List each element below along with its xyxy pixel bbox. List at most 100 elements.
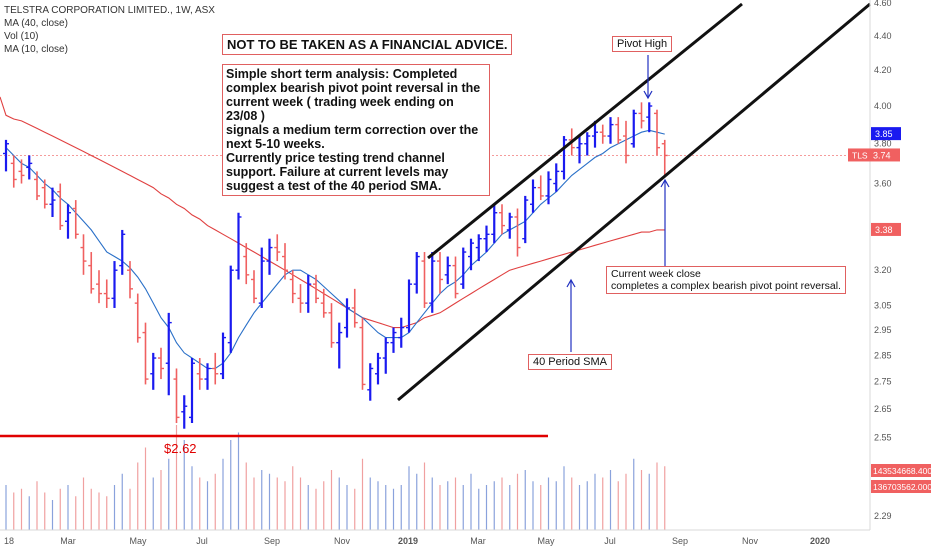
y-tick-label: 4.60 (874, 0, 892, 8)
price-bar-down (134, 293, 141, 343)
price-bar-down (103, 279, 110, 308)
legend-ma10[interactable]: MA (10, close) (4, 44, 68, 55)
drawings: $2.62 (0, 2, 871, 456)
price-bar-down (615, 117, 622, 144)
tag-text: 3.38 (875, 225, 893, 235)
ma10-line (5, 129, 665, 370)
price-bar-up (584, 132, 591, 156)
price-bar-up (266, 238, 273, 275)
price-bar-down (18, 159, 25, 184)
close-line-2: completes a complex bearish pivot point … (611, 280, 841, 292)
price-bar-down (212, 352, 219, 385)
tag-text: 3.74 (873, 150, 891, 160)
price-bar-up (181, 395, 188, 429)
price-bar-down (359, 317, 366, 390)
price-bar-up (483, 225, 490, 253)
current-close-label[interactable]: Current week close completes a complex b… (606, 266, 846, 294)
price-bar-up (444, 256, 451, 285)
x-tick-label: Sep (264, 536, 280, 546)
price-bar-up (305, 274, 312, 313)
price-bar-up (344, 298, 350, 338)
price-bar-up (65, 204, 71, 239)
price-bar-down (437, 252, 443, 294)
price-bar-down (80, 234, 87, 275)
sma-label[interactable]: 40 Period SMA (528, 354, 612, 370)
price-bar-down (57, 183, 64, 230)
ma40-line (0, 96, 665, 329)
price-bar-down (452, 256, 459, 299)
tag-text: 3.85 (875, 129, 893, 139)
price-bar-up (406, 279, 412, 333)
price-bar-up (336, 322, 343, 369)
analysis-note[interactable]: Simple short term analysis: Completed co… (222, 64, 490, 196)
x-tick-label: 2019 (398, 536, 418, 546)
price-bar-down (274, 234, 281, 262)
y-tick-label: 2.75 (874, 377, 892, 387)
price-bar-down (654, 109, 660, 156)
close-line-1: Current week close (611, 268, 701, 280)
x-tick-label: Mar (470, 536, 486, 546)
y-tick-label: 3.60 (874, 179, 892, 189)
price-bar-up (530, 179, 536, 213)
ma10-price-tag: 3.85 (871, 127, 901, 141)
price-bar-up (119, 229, 126, 275)
last-price-tag: TLS 3.74 (848, 148, 900, 162)
chart-legend: TELSTRA CORPORATION LIMITED., 1W, ASX MA… (4, 4, 215, 56)
tag-text: 143534668.400 (873, 466, 932, 476)
price-bar-down (72, 200, 79, 239)
price-bar-down (158, 347, 164, 380)
volume-tag-a: 143534668.400 (871, 464, 932, 477)
price-bar-up (475, 234, 482, 262)
x-tick-label: Jul (196, 536, 208, 546)
price-bar-up (227, 265, 234, 353)
y-tick-label: 2.95 (874, 325, 892, 335)
price-bar-up (522, 195, 529, 244)
price-bar-down (34, 171, 40, 201)
ma40-price-tag: 3.38 (871, 222, 901, 236)
close-arrow (660, 178, 670, 266)
tag-text: 136703562.000 (873, 482, 932, 492)
y-tick-label: 2.55 (874, 432, 892, 442)
price-bar-down (313, 274, 319, 304)
price-bar-up (382, 337, 389, 374)
price-bar-up (367, 363, 374, 401)
analysis-text-2: signals a medium term correction over th… (226, 123, 479, 151)
price-bar-up (545, 171, 552, 205)
y-tick-label: 4.20 (874, 65, 892, 75)
analysis-text-1: Simple short term analysis: Completed co… (226, 67, 481, 123)
tag-bg (871, 222, 901, 236)
price-bar-down (41, 179, 48, 209)
pivot-high-label[interactable]: Pivot High (612, 36, 673, 52)
tag-symbol: TLS (852, 150, 868, 160)
x-tick-label: May (129, 536, 147, 546)
price-bar-down (351, 288, 358, 328)
price-bar-down (243, 243, 250, 285)
disclaimer-note[interactable]: NOT TO BE TAKEN AS A FINANCIAL ADVICE. (222, 34, 513, 55)
x-tick-label: Nov (742, 536, 759, 546)
volume-pane (5, 425, 666, 530)
legend-ma40[interactable]: MA (40, close) (4, 18, 68, 29)
price-bar-down (196, 358, 203, 390)
price-bar-up (646, 102, 653, 133)
price-bar-up (235, 212, 242, 280)
price-bar-up (220, 332, 226, 380)
price-bar-up (468, 238, 474, 271)
tag-bg (871, 480, 931, 493)
price-bar-up (630, 109, 637, 148)
pivot-arrow (643, 55, 653, 100)
tag-bg (871, 464, 931, 477)
x-tick-label: Sep (672, 536, 688, 546)
tag-bg (848, 148, 900, 162)
y-tick-label: 3.80 (874, 139, 892, 149)
arrow-head (566, 278, 576, 288)
analysis-text-3: Currently price testing trend channel su… (226, 151, 449, 193)
channel-lower-line (397, 2, 871, 402)
volume-tag-b: 136703562.000 (871, 480, 932, 493)
y-tick-label: 2.65 (874, 404, 892, 414)
price-bar-down (499, 204, 505, 235)
price-bar-up (111, 261, 118, 308)
price-bar-up (26, 155, 33, 180)
symbol-title[interactable]: TELSTRA CORPORATION LIMITED., 1W, ASX (4, 5, 215, 16)
legend-volume[interactable]: Vol (10) (4, 31, 39, 42)
sma-arrow (566, 278, 576, 352)
